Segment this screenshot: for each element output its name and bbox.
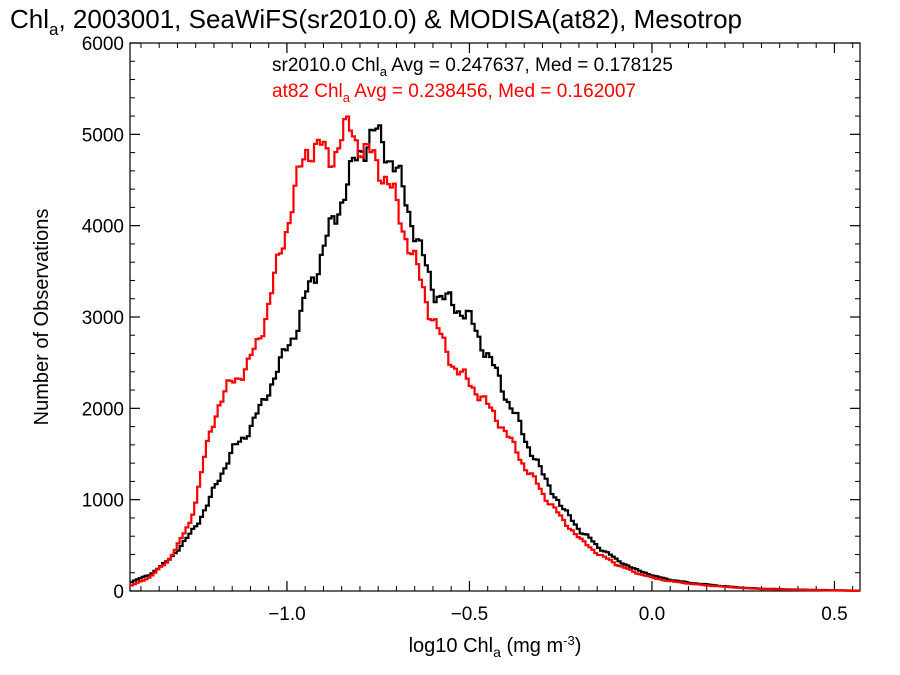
chart-title: Chla, 2003001, SeaWiFS(sr2010.0) & MODIS… bbox=[10, 4, 742, 39]
y-tick-label: 4000 bbox=[82, 217, 124, 238]
y-tick-label: 5000 bbox=[82, 125, 124, 146]
x-tick-label: −1.0 bbox=[268, 604, 306, 625]
x-tick-label: −0.5 bbox=[451, 604, 489, 625]
series-group bbox=[130, 115, 860, 592]
x-tick-label: 0.0 bbox=[639, 604, 665, 625]
y-tick-label: 2000 bbox=[82, 399, 124, 420]
legend-entry-red: at82 Chla Avg = 0.238456, Med = 0.162007 bbox=[272, 81, 636, 105]
legend-entry-black: sr2010.0 Chla Avg = 0.247637, Med = 0.17… bbox=[272, 55, 673, 79]
y-tick-label: 1000 bbox=[82, 491, 124, 512]
plot-frame bbox=[129, 42, 861, 592]
x-tick-label: 0.5 bbox=[821, 604, 847, 625]
y-tick-label: 0 bbox=[113, 582, 124, 603]
y-tick-label: 6000 bbox=[82, 34, 124, 55]
y-tick-label: 3000 bbox=[82, 308, 124, 329]
series-at82-line bbox=[130, 115, 860, 592]
axis-ticks: −1.0 −0.5 0.0 0.5 0 1000 2000 3000 4000 5000 6000 bbox=[82, 34, 860, 625]
y-axis-label: Number of Observations bbox=[31, 209, 53, 426]
x-axis-label: log10 Chla (mg m-3) bbox=[409, 633, 582, 660]
series-sr2010-line bbox=[130, 124, 860, 592]
